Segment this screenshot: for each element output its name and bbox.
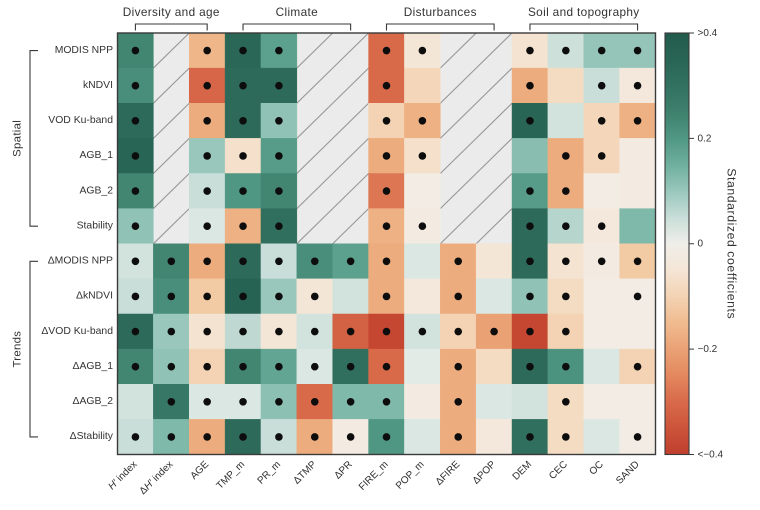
svg-text:Climate: Climate: [276, 5, 319, 19]
svg-text:0: 0: [698, 239, 704, 250]
svg-text:Standardized coefficients: Standardized coefficients: [724, 168, 738, 319]
svg-text:Stability: Stability: [77, 220, 114, 231]
svg-text:ΔMODIS NPP: ΔMODIS NPP: [48, 256, 113, 267]
svg-text:MODIS NPP: MODIS NPP: [55, 45, 113, 56]
svg-text:−0.2: −0.2: [698, 344, 718, 355]
svg-text:0.2: 0.2: [698, 133, 712, 144]
svg-text:ΔStability: ΔStability: [70, 431, 114, 442]
svg-text:ΔVOD Ku-band: ΔVOD Ku-band: [41, 326, 113, 337]
svg-text:ΔAGB_2: ΔAGB_2: [73, 396, 114, 407]
svg-text:Diversity and age: Diversity and age: [123, 5, 220, 19]
svg-text:Soil and topography: Soil and topography: [528, 5, 640, 19]
svg-text:AGB_2: AGB_2: [79, 185, 113, 196]
svg-text:AGB_1: AGB_1: [79, 150, 113, 161]
svg-text:kNDVI: kNDVI: [83, 80, 113, 91]
svg-text:ΔAGB_1: ΔAGB_1: [73, 361, 114, 372]
svg-text:>0.4: >0.4: [698, 28, 718, 39]
svg-text:ΔkNDVI: ΔkNDVI: [76, 291, 113, 302]
svg-text:Spatial: Spatial: [11, 120, 23, 157]
svg-text:Trends: Trends: [11, 331, 23, 368]
svg-text:Disturbances: Disturbances: [404, 5, 477, 19]
svg-text:<−0.4: <−0.4: [698, 449, 724, 460]
svg-text:VOD Ku-band: VOD Ku-band: [48, 115, 113, 126]
